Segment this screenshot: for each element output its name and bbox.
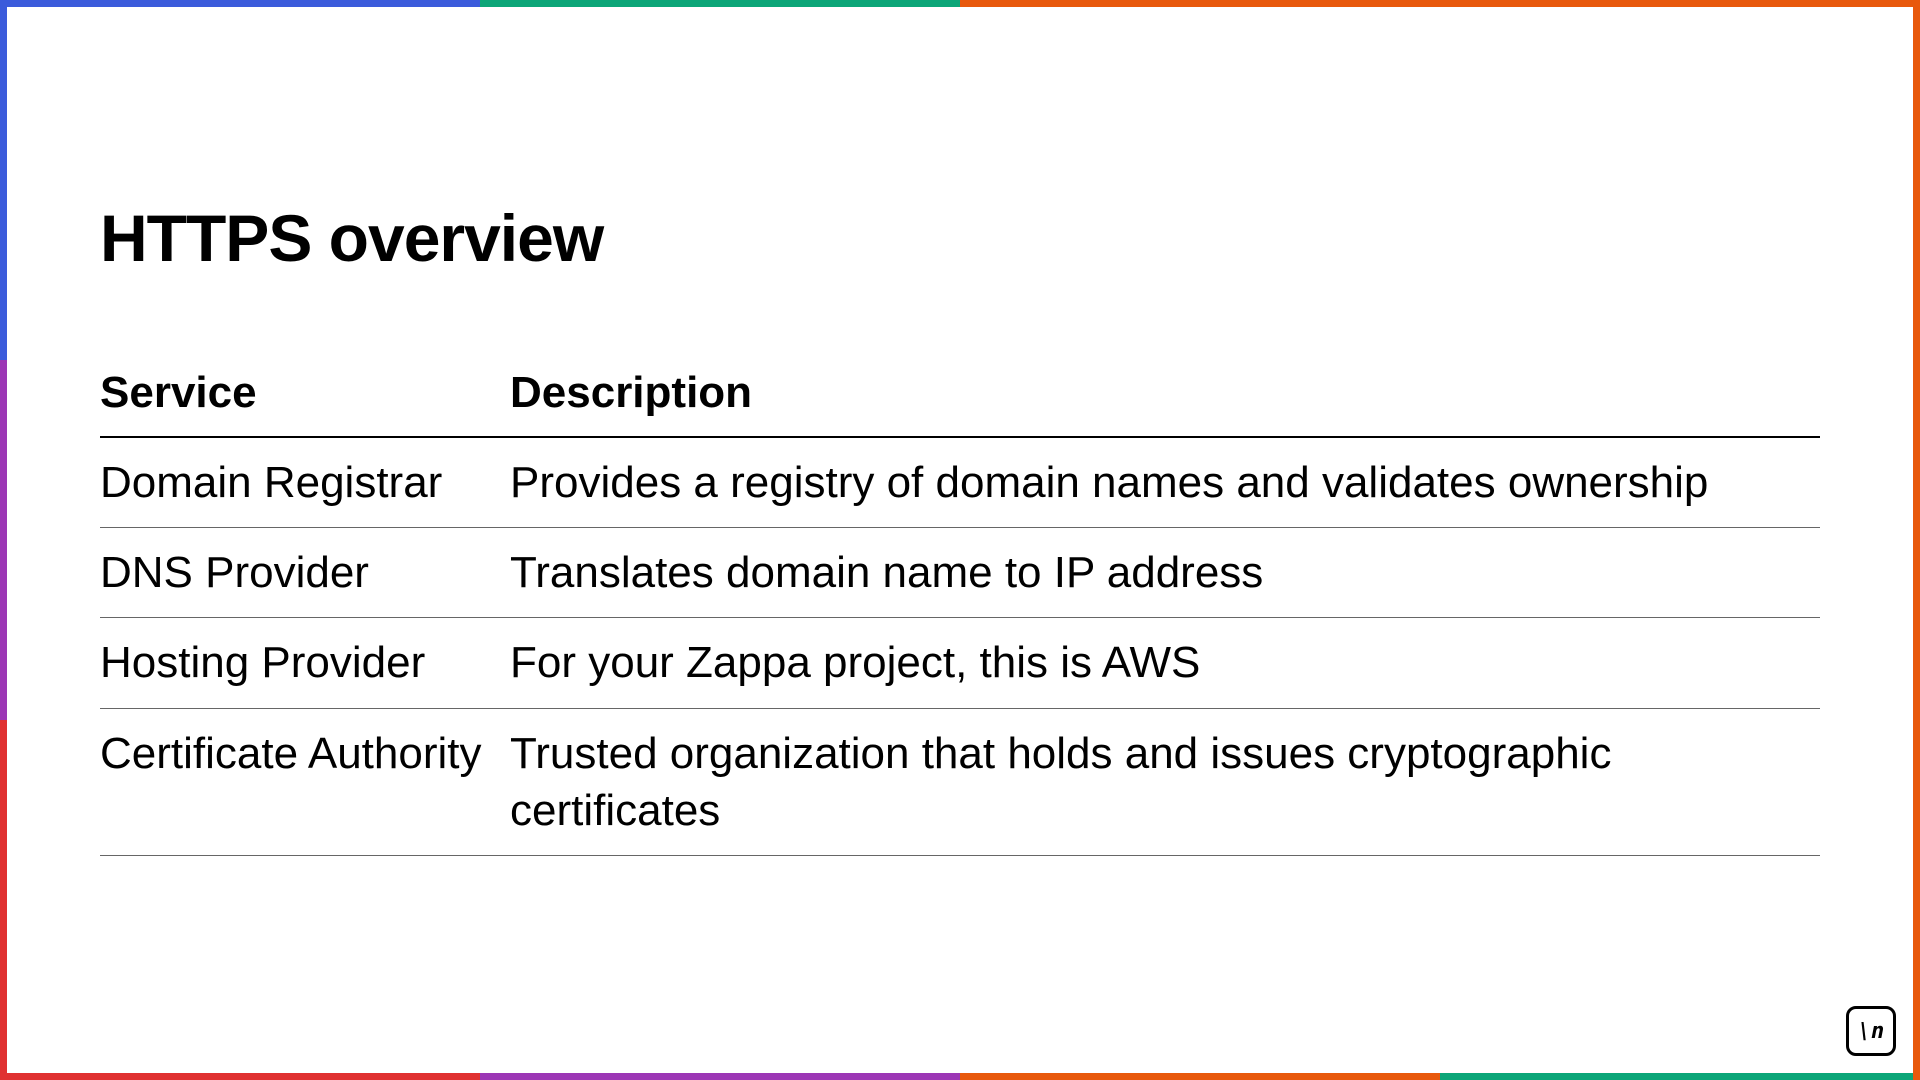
decorative-border-top <box>0 0 1920 7</box>
table-cell-description: For your Zappa project, this is AWS <box>510 618 1820 708</box>
table-row: Certificate Authority Trusted organizati… <box>100 708 1820 855</box>
decorative-border-right <box>1913 0 1920 1080</box>
table-cell-description: Provides a registry of domain names and … <box>510 437 1820 528</box>
table-cell-description: Trusted organization that holds and issu… <box>510 708 1820 855</box>
table-cell-description: Translates domain name to IP address <box>510 528 1820 618</box>
services-table: Service Description Domain Registrar Pro… <box>100 356 1820 856</box>
table-cell-service: DNS Provider <box>100 528 510 618</box>
slide-content: HTTPS overview Service Description Domai… <box>0 0 1920 856</box>
table-header-service: Service <box>100 356 510 437</box>
table-header-row: Service Description <box>100 356 1820 437</box>
decorative-border-bottom <box>0 1073 1920 1080</box>
logo-text: \n <box>1858 1019 1885 1044</box>
table-row: Hosting Provider For your Zappa project,… <box>100 618 1820 708</box>
table-cell-service: Domain Registrar <box>100 437 510 528</box>
table-cell-service: Certificate Authority <box>100 708 510 855</box>
decorative-border-left <box>0 0 7 1080</box>
logo-icon: \n <box>1846 1006 1896 1056</box>
page-title: HTTPS overview <box>100 200 1820 276</box>
table-row: Domain Registrar Provides a registry of … <box>100 437 1820 528</box>
table-header-description: Description <box>510 356 1820 437</box>
table-row: DNS Provider Translates domain name to I… <box>100 528 1820 618</box>
table-cell-service: Hosting Provider <box>100 618 510 708</box>
